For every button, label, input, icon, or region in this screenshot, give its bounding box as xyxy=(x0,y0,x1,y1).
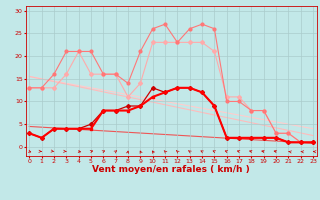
X-axis label: Vent moyen/en rafales ( km/h ): Vent moyen/en rafales ( km/h ) xyxy=(92,165,250,174)
